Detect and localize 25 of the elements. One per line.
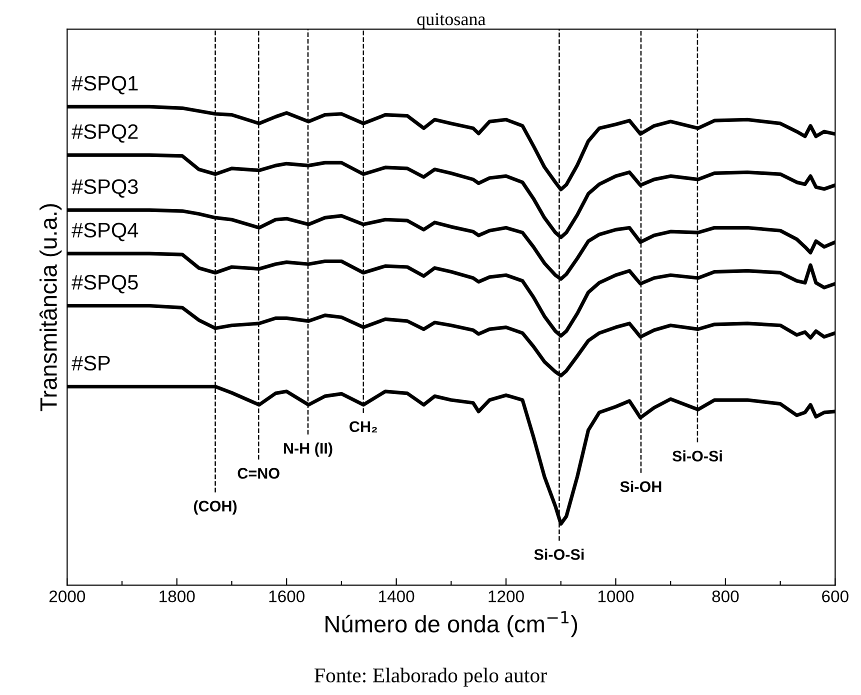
ref-line-label: Si-O-Si — [672, 450, 722, 462]
x-tick-label: 1000 — [598, 590, 634, 602]
x-tick-label: 1600 — [269, 590, 304, 602]
ref-line-label: C=NO — [238, 468, 280, 479]
x-tick-label: 1800 — [160, 590, 195, 602]
chart-title: quitosana — [417, 13, 486, 29]
series-label: #SPQ1 — [72, 76, 138, 94]
x-tick-label: 600 — [822, 590, 848, 602]
ref-line-label: CH₂ — [350, 421, 378, 432]
series-label: #SP — [72, 356, 110, 371]
x-axis-title: Número de onda (cm$^{−1}$) — [326, 611, 578, 638]
y-axis-title: Transmitância (u.a.) — [40, 204, 62, 412]
series-label: #SPQ3 — [72, 179, 138, 198]
series-label: #SPQ5 — [72, 274, 138, 294]
x-tick-label: 2000 — [49, 590, 86, 602]
x-tick-label: 1400 — [379, 590, 414, 602]
series-label: #SPQ4 — [72, 222, 138, 242]
x-tick-label: 800 — [712, 590, 739, 602]
x-tick-label: 1200 — [488, 590, 524, 602]
source-note: Fonte: Elaborado pelo autor — [314, 668, 547, 687]
ref-line-label: (COH) — [194, 500, 237, 515]
ref-line-label: N-H (II) — [284, 442, 332, 457]
ref-line-label: Si-O-Si — [534, 548, 584, 560]
series-label: #SPQ2 — [72, 124, 138, 143]
ref-line-label: Si-OH — [620, 480, 662, 492]
